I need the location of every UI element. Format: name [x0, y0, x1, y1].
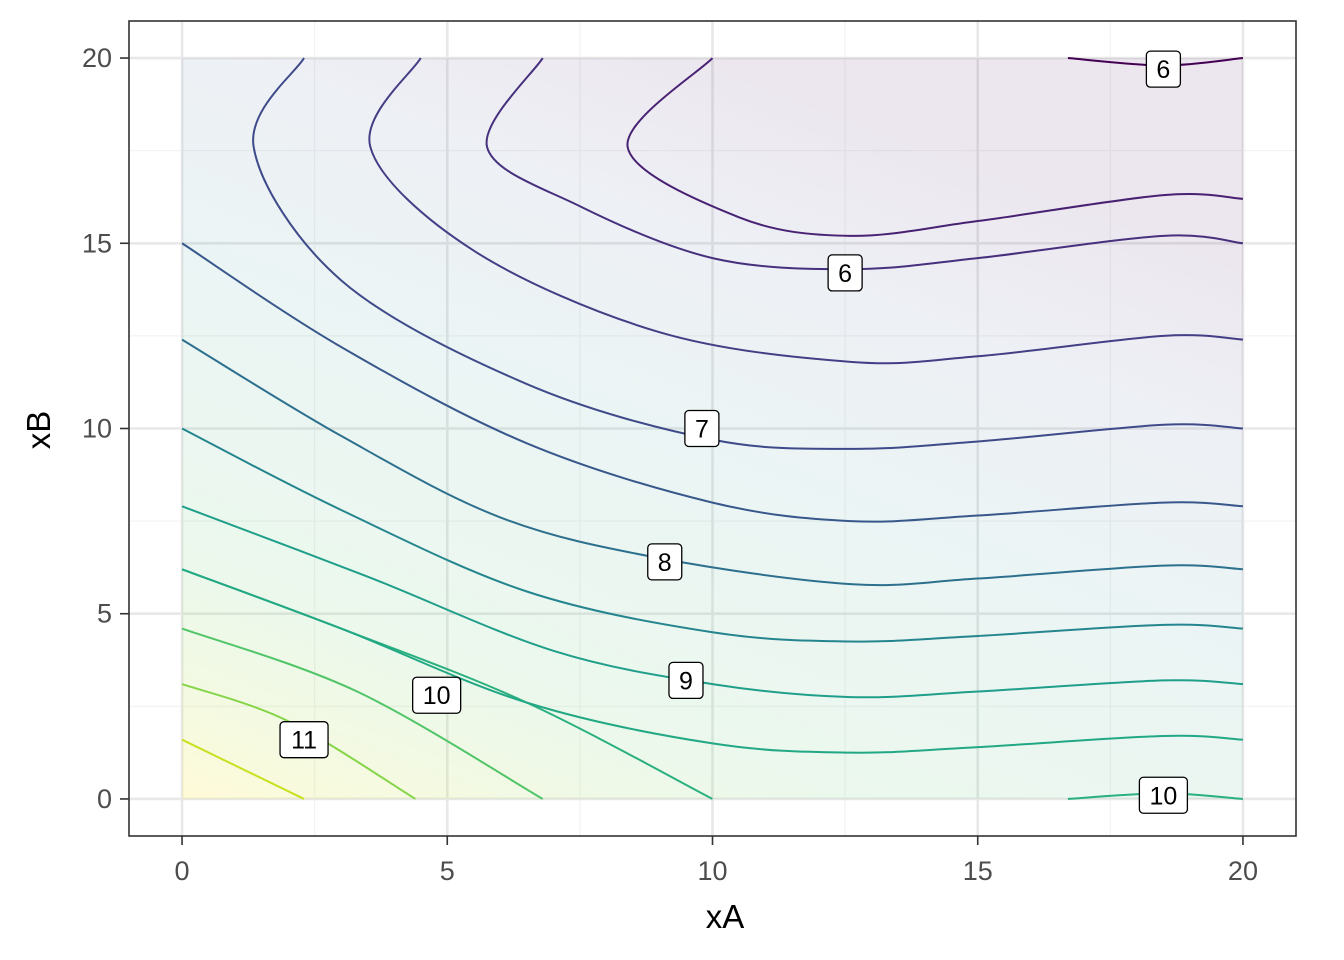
- contour-label-text: 6: [838, 260, 852, 288]
- contour-line-11: [485, 57, 1244, 271]
- x-tick-label: 15: [963, 856, 993, 886]
- contour-label: 7: [684, 409, 720, 448]
- contour-label-box: [668, 661, 704, 700]
- contour-label-box: [1145, 50, 1182, 88]
- contour-line-4: [181, 568, 1243, 754]
- contour-label-box: [412, 676, 462, 714]
- y-tick-label: 10: [82, 414, 112, 444]
- contour-label: 10: [1138, 776, 1189, 814]
- contour-label: 6: [1145, 50, 1182, 88]
- contour-labels: 6 6 7 8 9 10 11 10: [279, 50, 1189, 814]
- x-tick-label: 5: [440, 856, 455, 886]
- contour-label: 6: [827, 254, 863, 292]
- contour-label-text: 10: [1149, 782, 1177, 810]
- y-axis: 0 5 10 15 20: [82, 43, 129, 814]
- contour-label: 11: [279, 721, 329, 759]
- contour-label-text: 11: [291, 727, 317, 755]
- x-tick-label: 0: [175, 856, 190, 886]
- contour-label-box: [1138, 776, 1189, 814]
- contour-label-text: 10: [423, 682, 451, 710]
- y-tick-label: 20: [82, 43, 112, 73]
- contour-label-box: [684, 409, 720, 448]
- contour-label-text: 6: [1156, 56, 1170, 84]
- x-axis: 0 5 10 15 20: [175, 836, 1258, 886]
- contour-line-8: [181, 242, 1243, 523]
- contour-label-text: 7: [695, 416, 709, 444]
- contour-line-5: [181, 505, 1243, 699]
- x-tick-label: 20: [1228, 856, 1258, 886]
- contour-label-box: [647, 543, 683, 581]
- contour-label-text: 8: [658, 549, 672, 577]
- contour-label-box: [827, 254, 863, 292]
- contour-label: 10: [412, 676, 462, 714]
- contour-line-6: [181, 427, 1243, 643]
- y-axis-title: xB: [20, 411, 57, 450]
- contour-label: 8: [647, 543, 683, 581]
- contour-label-box: [279, 721, 329, 759]
- contour-line-12: [626, 57, 1243, 237]
- contour-line-7: [181, 338, 1243, 587]
- contour-line-10: [368, 57, 1243, 365]
- y-tick-label: 15: [82, 228, 112, 258]
- contour-line-0: [181, 738, 305, 800]
- x-axis-title: xA: [706, 898, 745, 935]
- y-tick-label: 5: [97, 599, 112, 629]
- y-tick-label: 0: [97, 784, 112, 814]
- x-tick-label: 10: [697, 856, 727, 886]
- contour-label: 9: [668, 661, 704, 700]
- contour-label-text: 9: [679, 667, 693, 695]
- contour-line-2: [181, 627, 544, 800]
